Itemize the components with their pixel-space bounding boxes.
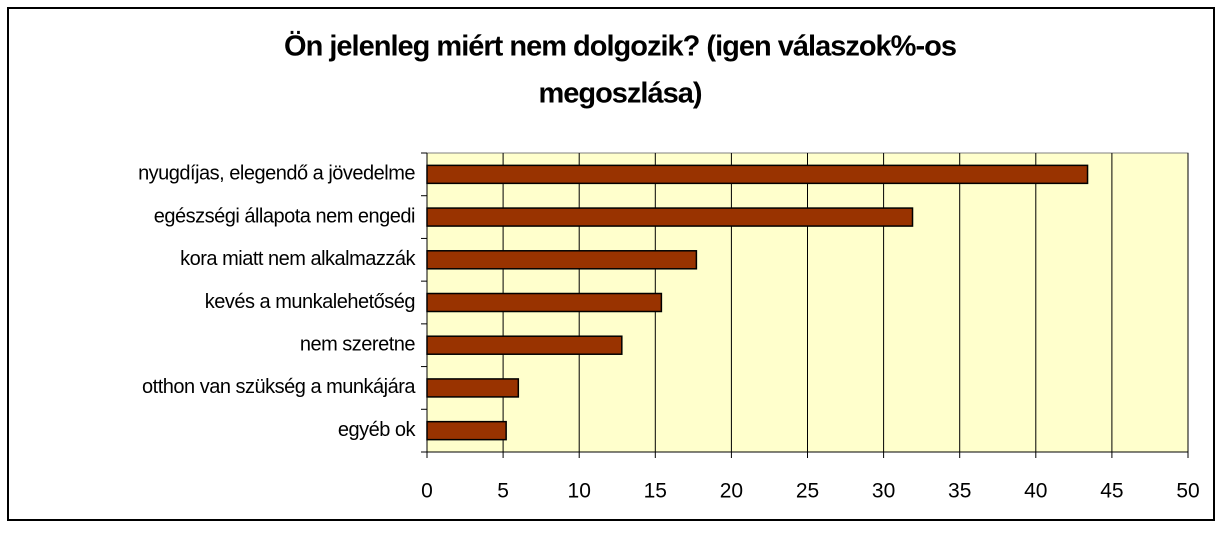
bar [426, 207, 914, 227]
y-tick-label: kora miatt nem alkalmazzák [180, 248, 416, 270]
bar [426, 378, 520, 398]
x-tick-label: 25 [796, 480, 819, 503]
y-tick-label: egészségi állapota nem engedi [154, 205, 415, 227]
x-tick-label: 10 [568, 480, 591, 503]
chart-title: megoszlása) [538, 78, 701, 110]
y-tick-label: nem szeretne [300, 333, 416, 355]
x-tick-label: 20 [720, 480, 743, 503]
bar [426, 420, 507, 441]
x-tick-label: 0 [421, 480, 433, 503]
x-tick-label: 50 [1176, 480, 1199, 503]
x-tick-label: 35 [948, 480, 971, 503]
bar [426, 292, 663, 313]
x-tick-label: 45 [1100, 480, 1123, 503]
x-tick-label: 5 [497, 480, 509, 503]
y-tick-label: kevés a munkalehetőség [205, 291, 415, 313]
y-tick-label: egyéb ok [338, 419, 417, 441]
x-tick-label: 40 [1024, 480, 1047, 503]
bar [426, 250, 698, 270]
chart-title: Ön jelenleg miért nem dolgozik? (igen vá… [284, 30, 956, 63]
x-tick-label: 15 [644, 480, 667, 503]
y-tick-label: nyugdíjas, elegendő a jövedelme [138, 163, 415, 185]
x-tick-label: 30 [872, 480, 895, 503]
bar [426, 164, 1089, 185]
bar [426, 335, 623, 355]
y-tick-label: otthon van szükség a munkájára [142, 376, 416, 398]
